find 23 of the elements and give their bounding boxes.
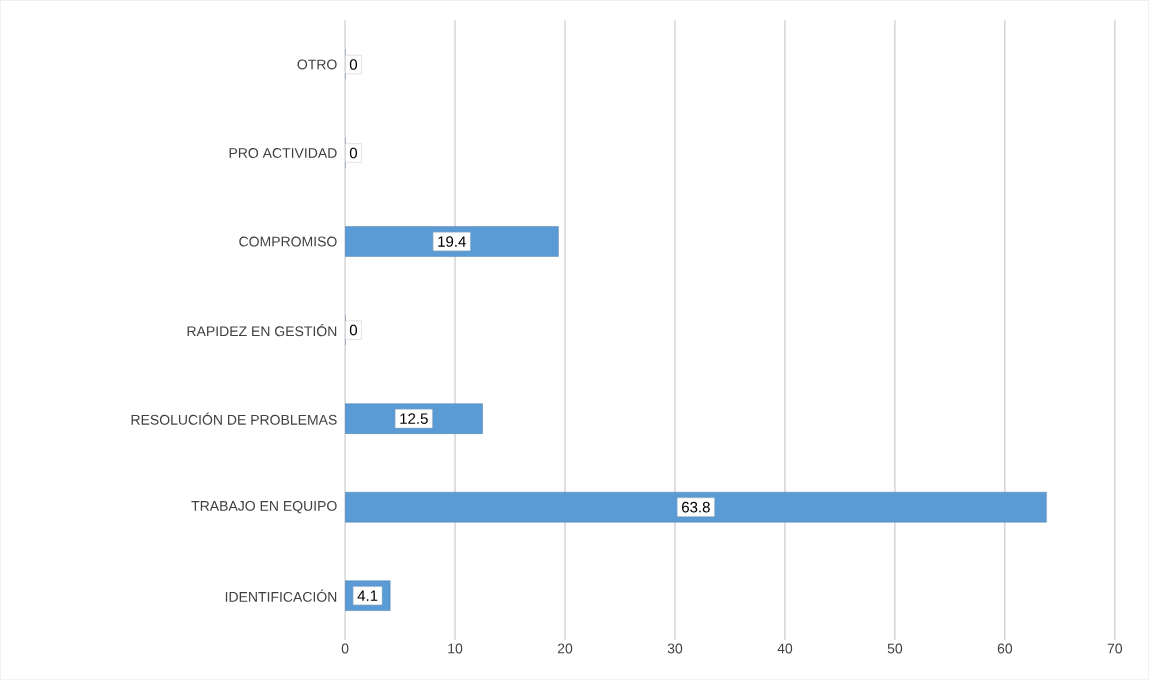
data-label: 63.8 [682, 501, 710, 513]
y-tick-label: COMPROMISO [239, 236, 337, 247]
y-tick-label: RAPIDEZ EN GESTIÓN [187, 323, 337, 337]
x-tick-label: 10 [448, 643, 463, 654]
x-tick-label: 20 [557, 643, 573, 654]
y-tick-label: IDENTIFICACIÓN [225, 589, 337, 602]
data-label: 0 [349, 324, 358, 336]
data-label: 19.4 [438, 236, 466, 247]
data-label: 0 [349, 147, 358, 159]
x-tick-label: 60 [997, 643, 1013, 654]
x-tick-label: 50 [887, 643, 903, 654]
y-tick-label: OTRO [297, 59, 337, 70]
y-tick-label: TRABAJO EN EQUIPO [191, 500, 337, 514]
x-tick-label: 70 [1107, 643, 1123, 654]
data-label: 12.5 [400, 413, 428, 424]
bar [345, 491, 1047, 523]
x-tick-label: 0 [341, 643, 349, 654]
data-label: 4.1 [357, 590, 378, 601]
x-tick-label: 30 [667, 643, 683, 654]
data-label: 0 [349, 59, 358, 70]
x-tick-label: 40 [777, 643, 793, 654]
y-tick-label: PRO ACTIVIDAD [229, 147, 337, 158]
y-tick-label: RESOLUCIÓN DE PROBLEMAS [131, 412, 337, 425]
